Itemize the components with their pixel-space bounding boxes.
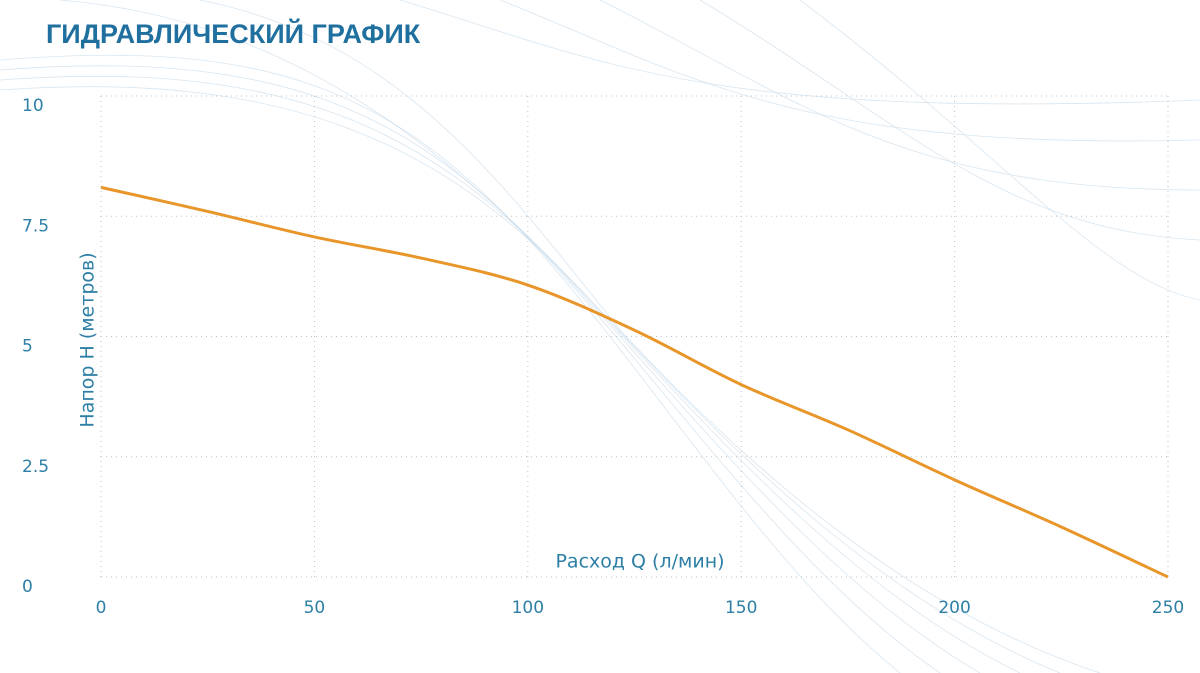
x-tick-label: 100 [512,598,544,618]
x-tick-label: 150 [725,598,757,618]
x-tick-label: 200 [938,598,970,618]
y-tick-label: 2.5 [22,457,49,477]
x-tick-label: 0 [96,598,107,618]
x-axis-label: Расход Q (л/мин) [555,551,724,573]
x-tick-label: 50 [304,598,326,618]
data-line [100,185,1169,579]
chart-title: ГИДРАВЛИЧЕСКИЙ ГРАФИК [46,18,421,49]
y-tick-label: 5 [22,337,33,357]
y-tick-label: 7.5 [22,216,49,236]
x-tick-label: 250 [1152,598,1184,618]
y-axis-label: Напор Н (метров) [77,252,99,427]
y-tick-label: 10 [22,96,44,116]
y-tick-label: 0 [22,577,33,597]
